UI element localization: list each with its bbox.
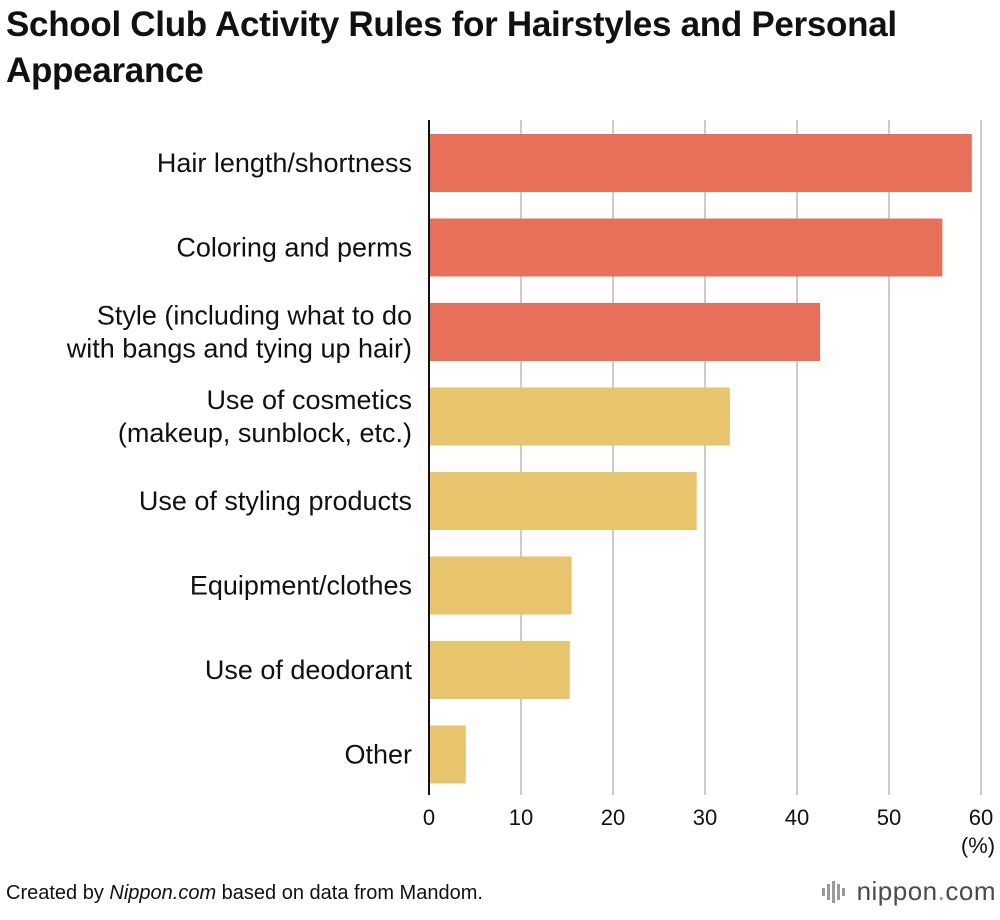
bar [430,387,730,446]
category-label: Coloring and perms [176,233,412,263]
x-tick-label: 10 [509,805,533,830]
chart-title: School Club Activity Rules for Hairstyle… [6,5,897,90]
x-tick-label: 60 [969,805,993,830]
category-label: Hair length/shortness [157,148,412,178]
source-note: Created by Nippon.com based on data from… [6,882,483,905]
x-tick-label: 20 [601,805,625,830]
category-label: Use of deodorant [205,655,413,685]
x-tick-label: 50 [877,805,901,830]
category-label-line: Hair length/shortness [157,148,412,178]
category-label-line: with bangs and tying up hair) [66,334,412,364]
category-label-line: Use of styling products [139,486,412,516]
category-label-line: Style (including what to do [97,301,412,331]
category-label-line: Use of deodorant [205,655,413,685]
source-prefix: Created by [6,882,110,904]
bars [430,134,972,784]
brand-tld: com [945,876,996,906]
category-label-line: Coloring and perms [176,233,412,263]
bar-chart: Hair length/shortness Coloring and perms S… [66,120,995,858]
brand-dot: . [937,876,946,906]
bar [430,134,972,192]
brand-logo: nippon.com [821,876,996,907]
brand-name: nippon [856,876,938,906]
bar [430,556,572,615]
category-label-line: Equipment/clothes [190,571,412,601]
category-label: Other [344,740,412,770]
bar [430,472,697,530]
category-label: Style (including what to do with bangs an… [66,301,412,364]
bar [430,641,570,699]
bar [430,725,466,784]
category-label: Use of cosmetics (makeup, sunblock, etc.) [118,385,412,448]
category-label-line: Use of cosmetics [206,385,412,415]
x-tick-label: 0 [423,805,435,830]
bar [430,303,820,361]
nippon-logo-icon [821,880,845,903]
category-label: Equipment/clothes [190,571,412,601]
x-tick-label: 30 [693,805,717,830]
x-tick-label: 40 [785,805,809,830]
source-suffix: based on data from Mandom. [216,882,483,904]
category-label-line: (makeup, sunblock, etc.) [118,418,412,448]
category-label-line: Other [344,740,412,770]
x-axis-unit: (%) [961,833,995,858]
category-labels: Hair length/shortness Coloring and perms S… [66,148,413,770]
category-label: Use of styling products [139,486,412,516]
bar [430,218,943,277]
source-site: Nippon.com [109,882,217,904]
x-axis-ticks: 0 10 20 30 40 50 60 [423,805,993,830]
